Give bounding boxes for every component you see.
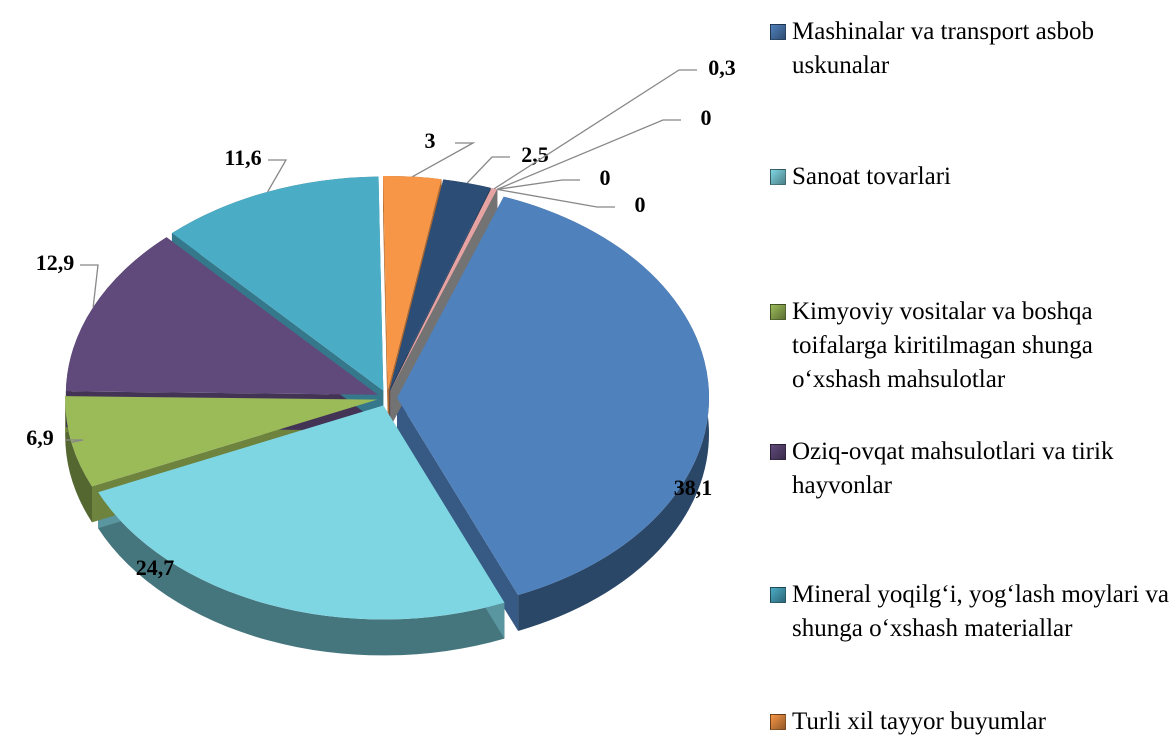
slice [65, 396, 378, 487]
leader-line [496, 119, 681, 190]
legend-entry: Sanoat tovarlari [770, 160, 1170, 194]
data-label: 24,7 [136, 555, 175, 580]
data-label: 12,9 [36, 250, 75, 275]
slice-side [382, 176, 388, 427]
legend-swatch [770, 24, 786, 40]
leader-line [497, 179, 580, 191]
slice [65, 237, 378, 395]
slice-side [65, 396, 92, 523]
data-label: 2,5 [521, 142, 549, 167]
data-label: 0,3 [708, 55, 736, 80]
leader-line [466, 156, 510, 184]
legend-entry: Oziq-ovqat mahsulotlari va tirik hayvonl… [770, 435, 1170, 503]
slice [389, 179, 491, 391]
leader-line [65, 439, 84, 443]
legend-entry: Kimyoviy vositalar va boshqa toifalarga … [770, 295, 1170, 397]
legend-swatch [770, 444, 786, 460]
legend-swatch [770, 587, 786, 603]
legend-label: Oziq-ovqat mahsulotlari va tirik hayvonl… [792, 438, 1114, 499]
leader-line [497, 188, 615, 208]
slice [390, 188, 498, 391]
legend-entry: Mineral yoqilg‘i, yog‘lash moylari va sh… [770, 578, 1170, 646]
legend-swatch [770, 169, 786, 185]
leader-line [412, 142, 476, 178]
legend-entry: Mashinalar va transport asbob uskunalar [770, 15, 1170, 83]
legend-entry: Turli xil tayyor buyumlar [770, 705, 1170, 739]
slice [382, 176, 442, 391]
legend-swatch [770, 304, 786, 320]
legend-label: Mashinalar va transport asbob uskunalar [792, 18, 1095, 79]
slice [390, 189, 498, 391]
leader-line [80, 264, 99, 308]
data-label: 3 [425, 128, 436, 153]
legend-label: Kimyoviy vositalar va boshqa toifalarga … [792, 298, 1093, 393]
data-label: 6,9 [26, 425, 54, 450]
data-label: 0 [635, 192, 646, 217]
slice-side [98, 492, 505, 656]
legend-label: Mineral yoqilg‘i, yog‘lash moylari va sh… [792, 581, 1170, 642]
leader-line [267, 159, 288, 193]
slice [396, 196, 709, 596]
data-label: 11,6 [224, 145, 261, 170]
legend-swatch [770, 714, 786, 730]
leader-line [493, 69, 697, 190]
legend-label: Turli xil tayyor buyumlar [792, 708, 1046, 735]
data-label: 0 [701, 105, 712, 130]
data-label: 0 [600, 165, 611, 190]
slice [98, 405, 505, 620]
legend-label: Sanoat tovarlari [792, 163, 951, 190]
data-label: 38,1 [674, 475, 713, 500]
slice [171, 176, 384, 391]
slice-side [396, 397, 519, 632]
